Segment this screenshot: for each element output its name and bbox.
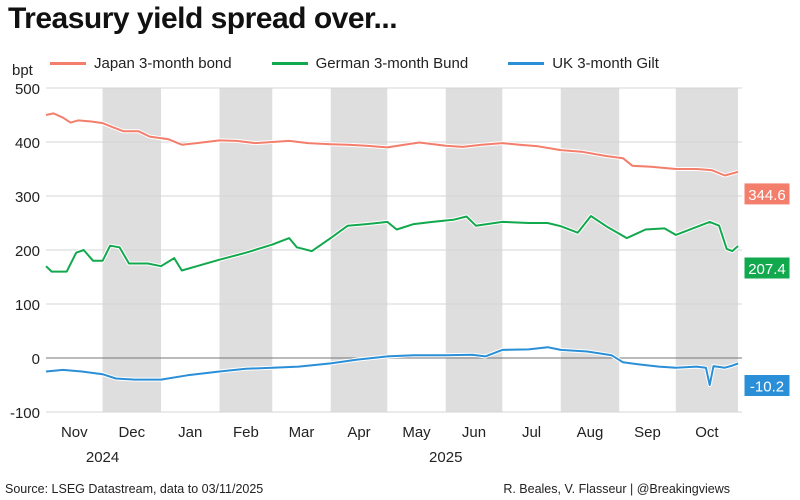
y-tick-label: 200 <box>15 243 40 260</box>
series-line-2 <box>45 346 739 386</box>
x-tick-label: Mar <box>289 424 315 441</box>
x-tick-label: Jan <box>178 424 202 441</box>
y-tick-label: 0 <box>32 351 40 368</box>
year-label: 2024 <box>86 449 119 466</box>
x-tick-label: Dec <box>118 424 145 441</box>
x-tick-label: May <box>402 424 431 441</box>
x-tick-label: Jun <box>462 424 486 441</box>
end-value-badge <box>743 374 791 398</box>
x-tick-label: Sep <box>634 424 661 441</box>
legend-item-japan: Japan 3-month bond <box>50 55 232 72</box>
legend-swatch <box>50 62 86 65</box>
y-tick-label: 500 <box>15 81 40 98</box>
year-label: 2025 <box>429 449 462 466</box>
legend-item-german: German 3-month Bund <box>271 55 469 72</box>
chart-title: Treasury yield spread over... <box>8 2 398 35</box>
end-value-badge <box>743 256 791 280</box>
y-tick-label: 400 <box>15 135 40 152</box>
y-tick-label: -100 <box>10 405 40 422</box>
legend-swatch <box>271 62 308 65</box>
end-value-label: 344.6 <box>748 187 786 204</box>
y-tick-label: 300 <box>15 189 40 206</box>
x-tick-label: Oct <box>695 424 719 441</box>
end-value-label: -10.2 <box>750 379 784 396</box>
x-tick-label: Aug <box>577 424 604 441</box>
source-note: Source: LSEG Datastream, data to 03/11/2… <box>5 482 264 496</box>
y-axis-label: bpt <box>12 62 33 79</box>
end-value-label: 207.4 <box>748 261 786 278</box>
credit-note: R. Beales, V. Flasseur | @Breakingviews <box>503 482 730 496</box>
series-line-1 <box>45 215 739 273</box>
x-tick-label: Jul <box>522 424 541 441</box>
legend-label: UK 3-month Gilt <box>552 55 659 72</box>
series-line-0 <box>45 112 739 177</box>
legend-item-uk: UK 3-month Gilt <box>508 55 659 72</box>
legend-label: German 3-month Bund <box>315 55 469 72</box>
legend: Japan 3-month bond German 3-month Bund U… <box>50 55 659 72</box>
x-tick-label: Nov <box>61 424 88 441</box>
x-tick-label: Apr <box>347 424 370 441</box>
end-value-badge <box>743 182 791 206</box>
y-tick-label: 100 <box>15 297 40 314</box>
legend-swatch <box>508 62 545 65</box>
x-tick-label: Feb <box>233 424 259 441</box>
legend-label: Japan 3-month bond <box>94 55 232 72</box>
